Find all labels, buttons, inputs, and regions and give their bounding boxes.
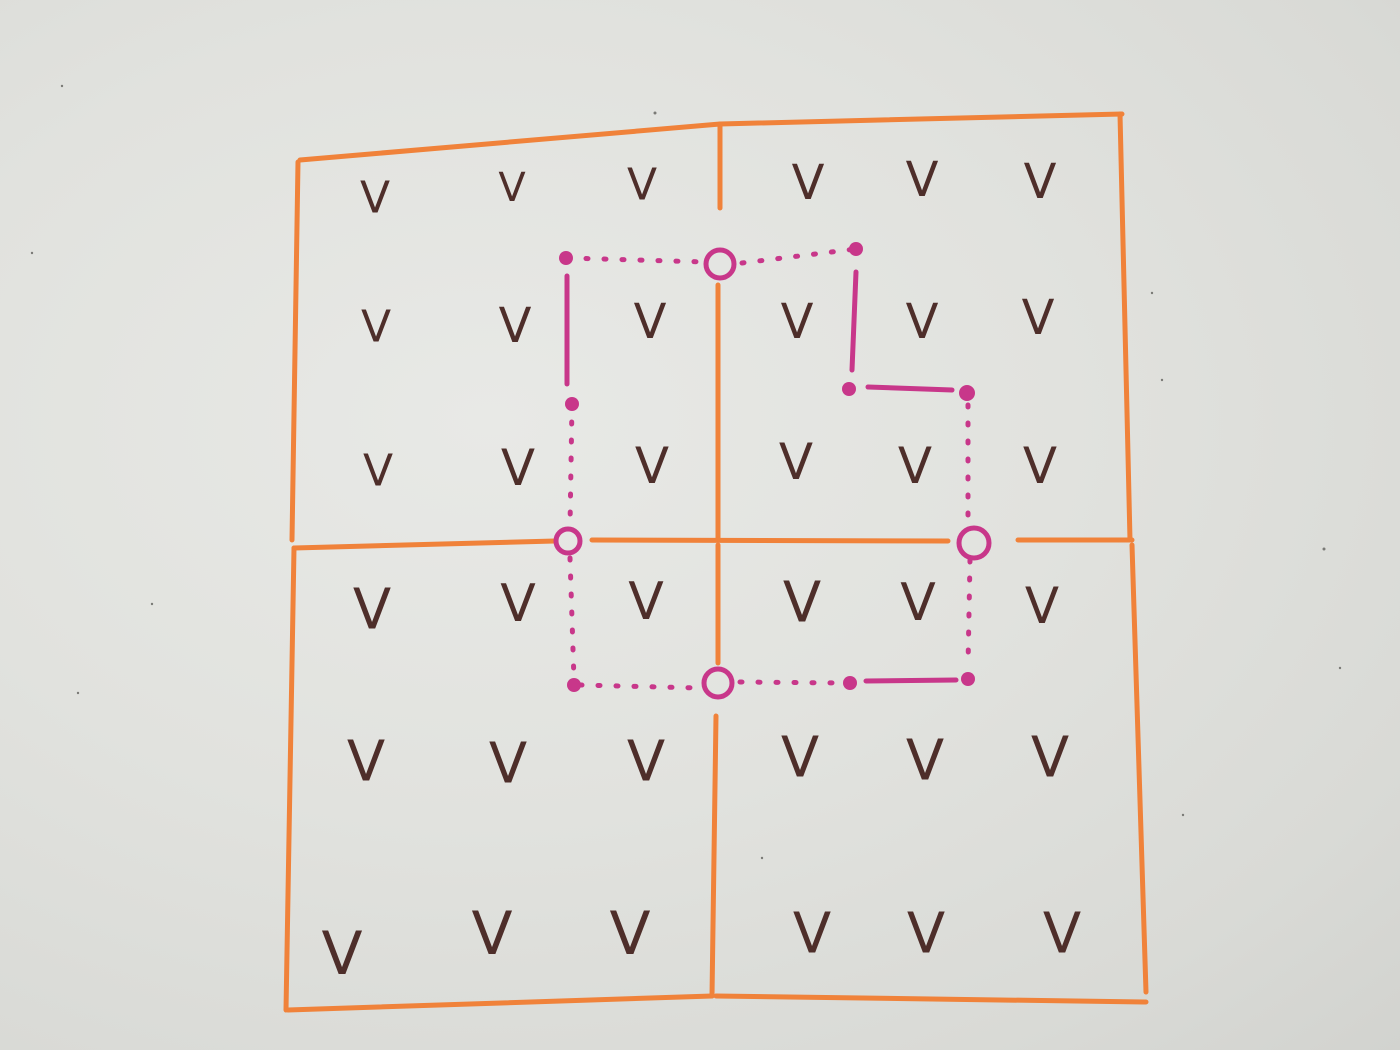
region-point-bottom <box>843 676 857 690</box>
vertex-mark: V <box>321 919 362 989</box>
vertex-mark: V <box>634 294 667 350</box>
vertex-mark: V <box>1023 437 1057 495</box>
vertex-mark: V <box>363 446 393 497</box>
vertex-mark: V <box>779 433 813 491</box>
vertex-mark: V <box>781 294 814 350</box>
vertex-mark: V <box>635 437 669 495</box>
region-edge-notch-horizontal <box>865 384 955 393</box>
vertex-mark: V <box>907 902 945 967</box>
region-edge-bottom-middle <box>737 679 845 686</box>
region-corner-notch <box>842 382 856 396</box>
grid-top-left <box>297 121 723 163</box>
vertex-mark: V <box>781 726 819 791</box>
region-edge-notch-vertical <box>849 269 859 373</box>
vertex-mark: V <box>1025 577 1059 635</box>
grid-left-upper <box>289 159 301 543</box>
region-edge-top-right <box>739 246 859 266</box>
grid-middle-horizontal-left <box>291 538 558 551</box>
vertex-marks: V V V V V V V V V V V V V V V V V V V V … <box>321 152 1081 989</box>
region-corner-bottom-right <box>961 672 975 686</box>
vertex-mark: V <box>783 571 821 636</box>
region-edge-bottom-right <box>863 677 959 684</box>
vertex-mark: V <box>609 899 650 969</box>
region-edge-top-left <box>565 255 709 265</box>
grid-bottom-left <box>285 993 715 1013</box>
vertex-mark: V <box>353 578 391 643</box>
block-grid <box>283 111 1149 1013</box>
region-corner-bottom-left <box>567 678 581 692</box>
region-corner-notch-right <box>959 385 975 401</box>
region-edge-left-middle <box>567 401 575 529</box>
vertex-mark: V <box>1024 154 1057 210</box>
region-point-left <box>565 397 579 411</box>
vertex-mark: V <box>361 302 391 353</box>
region-node-middle-right <box>956 525 992 561</box>
vertex-mark: V <box>1022 290 1055 346</box>
vertex-mark: V <box>792 155 825 211</box>
vertex-mark: V <box>360 173 390 224</box>
vertex-mark: V <box>906 729 944 794</box>
region-edge-bottom-left <box>577 682 703 691</box>
region-node-bottom-center <box>701 666 735 700</box>
grid-right-upper <box>1117 111 1133 543</box>
vertex-mark: V <box>628 572 664 632</box>
grid-middle-horizontal-center <box>589 537 951 544</box>
vertex-mark: V <box>499 298 532 354</box>
region-node-top-center <box>703 247 737 281</box>
vertex-mark: V <box>627 730 665 795</box>
vertex-mark: V <box>793 902 831 967</box>
grid-bottom-right <box>713 993 1149 1005</box>
region-node-middle-left <box>553 526 583 556</box>
vertex-mark: V <box>906 294 939 350</box>
grid-left-lower <box>283 545 297 1013</box>
region-corner-top-left <box>559 251 573 265</box>
vertex-mark: V <box>627 160 657 211</box>
region-corner-top-right <box>849 242 863 256</box>
grid-middle-vertical-bottom <box>709 713 719 999</box>
grid-right-lower <box>1129 542 1149 995</box>
region-edge-left-lower <box>567 555 577 683</box>
vertex-mark: V <box>1031 726 1069 791</box>
vertex-mark: V <box>347 730 385 795</box>
vertex-mark: V <box>498 165 526 211</box>
vertex-mark: V <box>900 573 936 633</box>
vertex-mark: V <box>471 899 512 969</box>
vertex-mark: V <box>501 439 535 497</box>
vertex-mark: V <box>500 574 536 634</box>
highlight-region <box>553 242 992 700</box>
vertex-mark: V <box>906 152 939 208</box>
grid-top-right <box>717 111 1125 127</box>
vertex-mark: V <box>898 437 932 495</box>
vertex-mark: V <box>489 732 527 797</box>
board-specks <box>30 84 1342 860</box>
vertex-mark: V <box>1043 902 1081 967</box>
region-edge-right-lower <box>965 557 973 669</box>
